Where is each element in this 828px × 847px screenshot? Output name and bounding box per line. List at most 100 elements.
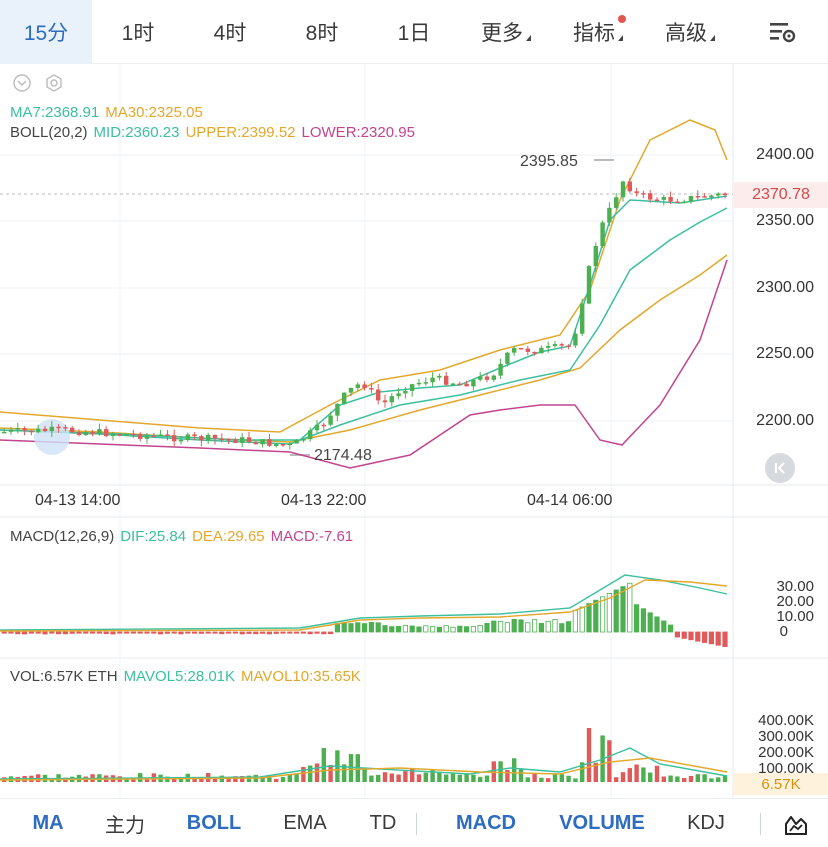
candle-body (586, 266, 592, 304)
indicator-volume[interactable]: VOLUME (559, 812, 645, 834)
price-axis-label: 2200.00 (756, 412, 814, 429)
macd-bar (722, 631, 728, 647)
indicator-main-force[interactable]: 主力 (105, 815, 145, 837)
tab-more[interactable]: 更多 (460, 0, 552, 64)
candle-body (226, 438, 231, 441)
macd-bar (266, 631, 273, 635)
macd-bar (259, 631, 266, 634)
candle-body (267, 439, 272, 446)
time-axis-label: 04-13 14:00 (35, 492, 121, 509)
tab-1d[interactable]: 1日 (397, 22, 431, 45)
indicator-ma[interactable]: MA (32, 812, 64, 834)
indicator-kdj[interactable]: KDJ (687, 812, 725, 834)
macd-axis-label: 20.00 (776, 593, 814, 610)
macd-bar (314, 631, 320, 634)
volume-bar (450, 773, 456, 782)
macd-bar (436, 626, 443, 633)
candle-body (362, 384, 367, 389)
volume-bar (131, 777, 136, 782)
volume-bar (566, 775, 571, 782)
macd-bar (15, 631, 21, 635)
candle-body (437, 375, 442, 378)
indicator-ema[interactable]: EMA (283, 812, 327, 834)
indicator-boll[interactable]: BOLL (186, 812, 242, 834)
macd-bar (76, 631, 82, 634)
volume-bar (267, 775, 272, 782)
mavol10-value: MAVOL10:35.65K (241, 668, 361, 685)
macd-bar (382, 625, 388, 633)
macd-bar (688, 631, 694, 641)
volume-bar (348, 754, 354, 782)
volume-bar (287, 774, 292, 782)
indicator-macd[interactable]: MACD (456, 812, 516, 834)
volume-bar (709, 778, 714, 782)
candle-body (63, 427, 68, 429)
candle-body (70, 427, 75, 433)
macd-bar (103, 631, 109, 635)
macd-bar (470, 626, 477, 633)
tab-advanced[interactable]: 高级 (644, 0, 736, 64)
volume-bar (389, 773, 394, 782)
candle-body (505, 352, 510, 364)
volume-bar (682, 777, 687, 782)
macd-bar (49, 631, 55, 634)
macd-bar (579, 606, 585, 633)
candle-body (212, 434, 218, 439)
macd-label: MACD(12,26,9) (10, 528, 115, 545)
ma-legend: MA7:2368.91 MA30:2325.05 (10, 104, 209, 121)
volume-bar (641, 767, 646, 782)
candle-body (539, 347, 544, 354)
kline-chart[interactable] (0, 0, 828, 798)
macd-bar (348, 623, 354, 633)
volume-bar (212, 778, 218, 782)
macd-bar (56, 631, 62, 635)
macd-bar (124, 631, 130, 634)
candle-body (56, 426, 61, 429)
boll-lower-line (0, 259, 728, 469)
volume-bar (403, 771, 408, 782)
volume-axis-label: 100.00K (758, 760, 814, 777)
price-axis-label: 2350.00 (756, 212, 814, 229)
macd-axis-label: 0 (779, 623, 788, 640)
dropdown-corner-icon (618, 35, 623, 41)
macd-bar (355, 622, 361, 633)
tab-4h[interactable]: 4时 (213, 22, 247, 45)
indicator-settings-icon[interactable] (46, 74, 62, 92)
candle-body (552, 344, 558, 347)
current-volume-tag: 6.57K (734, 773, 828, 795)
candle-body (430, 377, 435, 383)
draw-tool-button[interactable] (772, 799, 820, 847)
macd-bar (1, 631, 7, 634)
candle-body (593, 245, 598, 267)
volume-bar (240, 776, 245, 782)
candle-body (206, 434, 211, 441)
low-price-marker: 2174.48 (314, 447, 372, 464)
macd-axis-label: 10.00 (776, 608, 814, 625)
dif-line (0, 574, 728, 631)
candle-body (110, 434, 116, 437)
candle-body (634, 191, 639, 194)
candle-body (36, 428, 41, 433)
indicator-td[interactable]: TD (369, 812, 397, 834)
tab-indicators[interactable]: 指标 (552, 0, 644, 64)
volume-bar (593, 762, 598, 782)
volume-bar (178, 778, 184, 782)
time-axis-label: 04-14 06:00 (527, 492, 613, 509)
macd-bar (634, 604, 640, 633)
candle-body (573, 333, 578, 346)
volume-bar (518, 769, 524, 782)
candle-body (464, 383, 469, 387)
macd-bar (647, 612, 653, 633)
volume-bar (702, 774, 707, 782)
tab-1h[interactable]: 1时 (121, 22, 155, 45)
collapse-icon[interactable] (13, 74, 31, 92)
tab-8h[interactable]: 8时 (305, 22, 339, 45)
volume-bar (627, 768, 632, 782)
legend-controls (13, 74, 62, 92)
scroll-to-latest-button[interactable] (765, 453, 795, 483)
volume-bar (546, 778, 551, 782)
volume-legend: VOL:6.57K ETH MAVOL5:28.01K MAVOL10:35.65K (10, 668, 367, 685)
tab-15m[interactable]: 15分 (0, 0, 92, 64)
chart-settings-button[interactable] (748, 0, 818, 64)
macd-bar (702, 631, 708, 643)
